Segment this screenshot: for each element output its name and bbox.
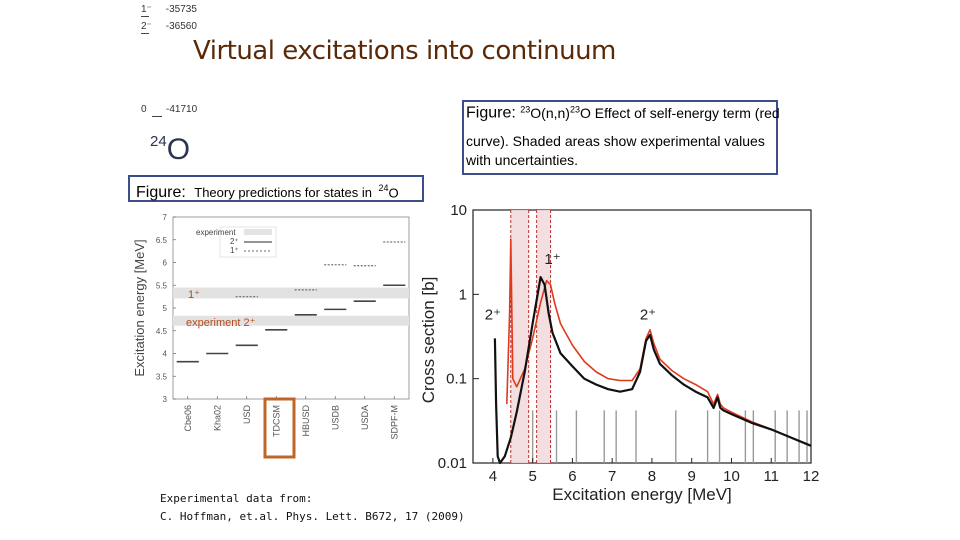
peak-annotation: 2⁺ — [640, 307, 656, 324]
left-x-tick-label: Kha02 — [212, 405, 222, 431]
left-x-tick-label: USD — [242, 405, 252, 425]
left-y-tick-label: 6 — [163, 259, 168, 268]
left-x-tick-label: Cbe06 — [183, 405, 193, 432]
left-y-axis-label: Excitation energy [MeV] — [132, 239, 147, 376]
right-x-tick-label: 12 — [803, 468, 820, 485]
right-x-tick-label: 8 — [648, 468, 656, 485]
right-plot-frame — [472, 209, 812, 464]
right-x-tick-label: 4 — [489, 468, 497, 485]
band-label-experiment-2plus: experiment 2⁺ — [186, 317, 256, 329]
left-y-tick-label: 3 — [163, 395, 168, 404]
legend-entry: experiment — [196, 228, 236, 237]
left-x-tick-label: USDA — [360, 405, 370, 430]
left-x-tick-label: USDB — [330, 405, 340, 430]
left-caption-prefix: Figure: — [136, 184, 186, 202]
level-dash — [155, 21, 163, 32]
right-x-tick-label: 5 — [528, 468, 536, 485]
highlight-box-tdcsm — [263, 397, 296, 459]
series-line-black — [493, 275, 812, 465]
experiment-band — [173, 315, 409, 326]
left-caption-symbol: O — [388, 185, 399, 201]
level-line — [141, 33, 149, 34]
caption-rest: O Effect of self-energy term (red — [579, 104, 780, 121]
reaction-mid: O(n,n) — [530, 104, 570, 121]
cross-section-chart: 4 5 6 7 8 9 10 11 12 0.01 0.1 1 10 2⁺ 1⁺ 2⁺ Cross sect… — [419, 202, 820, 504]
right-y-axis-label: Cross section [b] — [419, 277, 438, 404]
slide-title: Virtual excitations into continuum — [193, 36, 616, 66]
left-x-tick-label: HBUSD — [301, 405, 311, 437]
left-plot-frame — [172, 216, 410, 400]
left-caption-text: Theory predictions for states in — [194, 185, 372, 201]
right-y-tick-label: 1 — [459, 286, 467, 303]
right-x-tick-label: 7 — [608, 468, 616, 485]
right-x-tick-label: 9 — [688, 468, 696, 485]
footer-reference: Experimental data from: C. Hoffman, et.a… — [160, 490, 465, 526]
right-caption-prefix: Figure: — [466, 104, 516, 122]
left-y-tick-label: 5 — [163, 304, 168, 313]
left-y-tick-label: 4 — [163, 350, 168, 359]
right-y-tick-label: 0.01 — [438, 455, 467, 472]
right-y-tick-label: 10 — [450, 202, 467, 219]
right-x-tick-label: 6 — [568, 468, 576, 485]
mass-23: 23 — [520, 104, 531, 114]
level-line — [141, 16, 149, 17]
left-y-tick-label: 3.5 — [156, 372, 168, 381]
level-value: -36560 — [165, 21, 197, 32]
left-caption-mass: 24 — [378, 183, 389, 193]
level-dash — [149, 104, 163, 115]
left-y-tick-label: 5.5 — [156, 281, 168, 290]
level-label: 1⁻ — [141, 4, 152, 15]
left-figure-caption: Figure: Theory predictions for states in… — [128, 175, 424, 202]
theory-levels-chart: 3 3.5 4 4.5 5 5.5 6 6.5 7 Cbe06 Kha02 USD TDCSM HBUSD… — [132, 213, 410, 459]
footer-line1: Experimental data from: — [160, 492, 313, 505]
footer-line2: C. Hoffman, et.al. Phys. Lett. B672, 17 … — [160, 510, 465, 523]
left-x-tick-label: SDPF-M — [389, 405, 399, 440]
nucleus-mass: 24 — [150, 133, 167, 150]
right-caption-line2: curve). Shaded areas show experimental v… — [466, 133, 765, 168]
right-x-axis-label: Excitation energy [MeV] — [552, 485, 732, 504]
experiment-shaded-band — [536, 210, 551, 463]
right-y-tick-label: 0.1 — [446, 371, 467, 388]
series-line-red — [506, 238, 812, 447]
level-value: -41710 — [166, 104, 198, 115]
left-x-tick-label: TDCSM — [271, 405, 281, 437]
level-label: 2⁻ — [141, 21, 152, 32]
band-label-1plus: 1⁺ — [188, 289, 200, 301]
left-y-tick-label: 7 — [163, 213, 168, 222]
level-row-2: 2⁻ -36560 — [141, 21, 197, 32]
left-y-tick-label: 4.5 — [156, 327, 168, 336]
level-row-3: 0 -41710 — [141, 104, 197, 115]
peak-annotation: 1⁺ — [544, 251, 560, 268]
nucleus-symbol: O — [166, 133, 191, 166]
right-caption-line1: Figure: 23O(n,n)23O Effect of self-energ… — [466, 104, 780, 123]
legend-entry: 2⁺ — [230, 237, 239, 246]
level-label: 0 — [141, 104, 147, 115]
level-value: -35735 — [165, 4, 197, 15]
experiment-band — [173, 287, 409, 299]
right-x-tick-label: 10 — [723, 468, 740, 485]
right-figure-caption: Figure: 23O(n,n)23O Effect of self-energ… — [462, 100, 780, 175]
left-y-tick-label: 6.5 — [156, 236, 168, 245]
level-row-1: 1⁻ -35735 — [141, 4, 197, 15]
legend-swatch-experiment — [244, 229, 272, 235]
legend-entry: 1⁺ — [230, 246, 239, 255]
level-dash — [155, 4, 163, 15]
right-x-tick-label: 11 — [763, 468, 779, 485]
peak-annotation: 2⁺ — [485, 307, 501, 324]
level-line — [152, 116, 162, 117]
experiment-shaded-band — [510, 210, 529, 463]
mass-23: 23 — [569, 104, 580, 114]
nucleus-label: 24O — [150, 133, 190, 167]
right-caption-reaction: 23O(n,n)23O Effect of self-energy term (… — [520, 104, 780, 121]
